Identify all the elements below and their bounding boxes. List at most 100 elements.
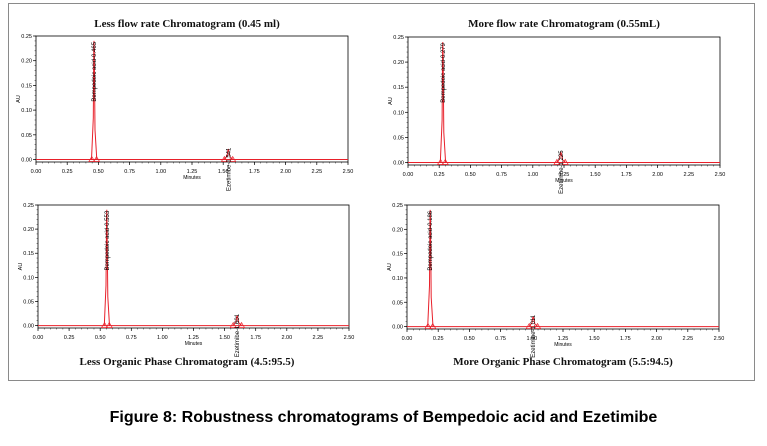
- x-tick-label: 1.50: [218, 169, 229, 175]
- chart-panel-4: 0.00 0.25 0.50 0.75 1.00 1.25 1.50 1.75 2.00 2.25…: [387, 203, 724, 358]
- y-tick-label: 0.10: [392, 276, 403, 282]
- peak-label-bempedoic: Bempedoic acid-0.553: [105, 210, 111, 270]
- peak-label-bempedoic: Bempedoic acid-0.465: [92, 41, 98, 101]
- x-axis-label: Minutes: [185, 341, 203, 347]
- x-tick-label: 2.25: [683, 172, 694, 178]
- y-tick-label: 0.15: [23, 251, 34, 257]
- plot-area: [37, 204, 350, 329]
- x-axis-label: Minutes: [555, 178, 573, 184]
- x-tick-label: 0.25: [434, 172, 445, 178]
- y-tick-label: 0.10: [21, 108, 32, 114]
- x-tick-label: 0.25: [64, 335, 75, 341]
- peak-trace-ezetimibe: [232, 314, 243, 326]
- x-tick-label: 2.00: [280, 169, 291, 175]
- x-tick-label: 1.25: [558, 336, 569, 342]
- y-tick-label: 0.20: [21, 59, 32, 65]
- y-tick-label: 0.10: [23, 275, 34, 281]
- y-tick-label: 0.05: [393, 135, 404, 141]
- figure-caption: Figure 8: Robustness chromatograms of Be…: [109, 409, 658, 426]
- x-tick-label: 0.25: [62, 169, 73, 175]
- chart-panel-3: 0.00 0.25 0.50 0.75 1.00 1.25 1.50 1.75 2.00 2.25…: [18, 203, 354, 357]
- peak-label-ezetimibe: Ezetimibe-1.601: [235, 313, 241, 357]
- x-tick-label: 0.75: [496, 172, 507, 178]
- integration-marker: [220, 155, 229, 162]
- y-tick-label: 0.05: [392, 300, 403, 306]
- integration-marker: [525, 322, 533, 329]
- integration-marker: [436, 158, 445, 165]
- y-tick-label: 0.05: [21, 133, 32, 139]
- integration-marker: [100, 321, 109, 328]
- y-axis-label: AU: [18, 263, 24, 271]
- plot-area: [35, 35, 349, 163]
- y-tick-label: 0.25: [392, 203, 403, 209]
- y-tick-label: 0.25: [21, 34, 32, 40]
- y-tick-label: 0.15: [21, 83, 32, 89]
- integration-marker: [553, 158, 561, 165]
- y-tick-label: 0.25: [23, 203, 34, 209]
- x-tick-label: 1.00: [155, 169, 166, 175]
- x-tick-label: 1.00: [527, 172, 538, 178]
- y-tick-label: 0.15: [392, 252, 403, 258]
- peak-label-ezetimibe: Ezetimibe-1.011: [531, 314, 537, 358]
- x-tick-label: 0.00: [403, 172, 414, 178]
- peak-trace-bempedoic: [427, 209, 434, 327]
- x-tick-label: 0.75: [495, 336, 506, 342]
- x-tick-label: 0.25: [433, 336, 444, 342]
- x-tick-label: 1.50: [590, 172, 601, 178]
- x-tick-label: 1.00: [157, 335, 168, 341]
- x-axis-label: Minutes: [183, 175, 201, 181]
- x-tick-label: 0.75: [124, 169, 135, 175]
- x-tick-label: 2.50: [714, 336, 725, 342]
- x-tick-label: 0.00: [33, 335, 44, 341]
- integration-marker: [441, 158, 449, 165]
- integration-marker: [92, 155, 101, 162]
- integration-marker: [229, 321, 237, 328]
- y-tick-label: 0.10: [393, 110, 404, 116]
- x-axis-label: Minutes: [554, 342, 572, 348]
- x-tick-label: 0.00: [402, 336, 413, 342]
- chart-panel-2: 0.00 0.25 0.50 0.75 1.00 1.25 1.50 1.75 2.00 2.25…: [388, 35, 725, 194]
- plot-area: [406, 204, 720, 330]
- peak-label-bempedoic: Bempedoic acid-0.279: [441, 42, 447, 102]
- y-axis-label: AU: [16, 95, 22, 103]
- y-tick-label: 0.25: [393, 35, 404, 41]
- x-tick-label: 1.25: [188, 335, 199, 341]
- x-tick-label: 1.00: [526, 336, 537, 342]
- x-tick-label: 0.50: [464, 336, 475, 342]
- chart-title-more-flow: More flow rate Chromatogram (0.55mL): [468, 18, 660, 30]
- x-tick-label: 2.00: [652, 172, 663, 178]
- peak-label-bempedoic: Bempedoic acid-0.186: [428, 210, 434, 270]
- x-tick-label: 2.25: [313, 335, 324, 341]
- x-tick-label: 1.75: [250, 335, 261, 341]
- x-tick-label: 2.25: [311, 169, 322, 175]
- y-tick-label: 0.20: [392, 227, 403, 233]
- x-tick-label: 2.50: [343, 169, 354, 175]
- integration-marker: [229, 155, 237, 162]
- plot-area: [407, 36, 721, 166]
- y-tick-label: 0.15: [393, 85, 404, 91]
- y-tick-label: 0.00: [23, 324, 34, 330]
- integration-marker: [561, 158, 569, 165]
- chart-panel-1: 0.00 0.25 0.50 0.75 1.00 1.25 1.50 1.75 2.00 2.25…: [16, 34, 353, 191]
- x-tick-label: 2.25: [682, 336, 693, 342]
- peak-trace-ezetimibe: [528, 315, 539, 327]
- chart-title-less-organic: Less Organic Phase Chromatogram (4.5:95.…: [79, 356, 295, 368]
- x-tick-label: 0.50: [93, 169, 104, 175]
- x-tick-label: 1.75: [621, 172, 632, 178]
- peak-trace-ezetimibe: [223, 148, 234, 160]
- x-tick-label: 2.50: [344, 335, 355, 341]
- figure-frame: [8, 3, 755, 381]
- x-tick-label: 1.50: [219, 335, 230, 341]
- integration-marker: [88, 155, 96, 162]
- x-tick-label: 1.75: [249, 169, 260, 175]
- integration-marker: [237, 321, 246, 328]
- x-tick-label: 2.00: [281, 335, 292, 341]
- x-tick-label: 0.75: [126, 335, 137, 341]
- x-tick-label: 0.50: [465, 172, 476, 178]
- x-tick-label: 1.25: [559, 172, 570, 178]
- x-tick-label: 0.00: [31, 169, 42, 175]
- x-tick-label: 1.75: [620, 336, 631, 342]
- peak-trace-ezetimibe: [556, 151, 567, 163]
- y-axis-label: AU: [387, 263, 393, 271]
